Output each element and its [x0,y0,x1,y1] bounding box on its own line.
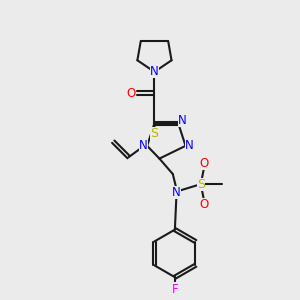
Text: S: S [197,178,205,191]
Text: S: S [151,128,158,140]
Text: N: N [150,65,159,78]
Text: N: N [139,139,148,152]
Text: O: O [199,157,208,170]
Text: N: N [178,114,187,128]
Text: N: N [172,186,181,199]
Text: O: O [199,198,208,211]
Text: N: N [185,139,194,152]
Text: F: F [172,283,178,296]
Text: O: O [126,87,135,100]
